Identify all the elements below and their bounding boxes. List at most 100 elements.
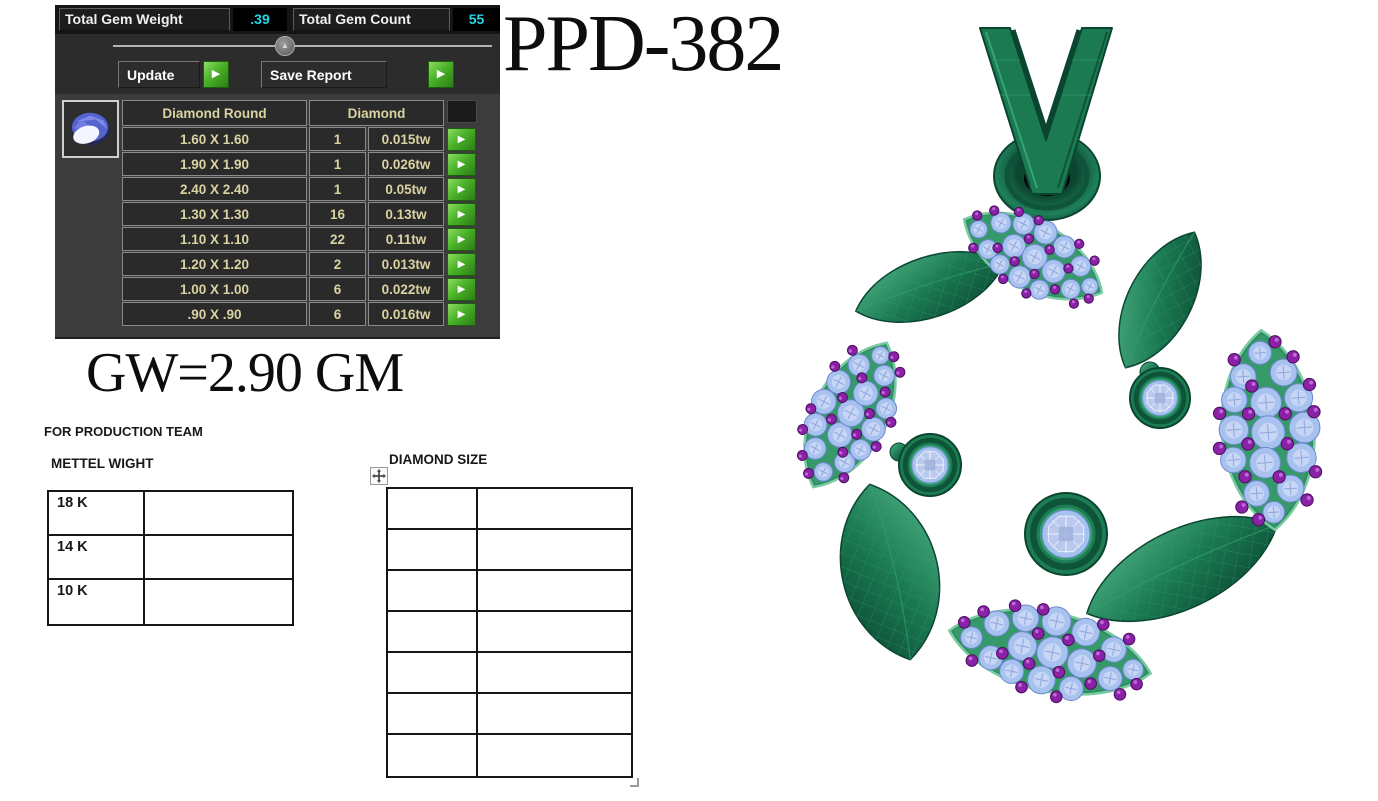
move-arrows-icon — [372, 469, 386, 483]
metal-weight-value-cell — [145, 492, 292, 534]
metal-weight-row: 18 K — [49, 492, 292, 536]
gem-count-cell: 1 — [309, 127, 366, 151]
chevron-up-icon: ▲ — [281, 41, 289, 50]
pendant-pave-leaf — [796, 341, 906, 489]
save-report-run-button[interactable]: ▶ — [428, 61, 454, 88]
gem-table-row: 1.10 X 1.10 22 0.11tw ▶ — [122, 227, 477, 252]
col-header-diamond-round: Diamond Round — [122, 100, 307, 126]
metal-weight-row: 10 K — [49, 580, 292, 624]
gem-count-cell: 1 — [309, 177, 366, 201]
gem-count-cell: 6 — [309, 302, 366, 326]
gem-weight-cell: 0.022tw — [368, 277, 444, 301]
panel-button-row: Update ▶ Save Report ▶ — [55, 58, 500, 94]
pendant-pave-leaf — [1212, 328, 1323, 532]
gem-size-cell: 1.90 X 1.90 — [122, 152, 307, 176]
total-gem-count-label: Total Gem Count — [293, 8, 450, 31]
gem-table-row: 1.60 X 1.60 1 0.015tw ▶ — [122, 127, 477, 152]
gem-row-select-button[interactable]: ▶ — [447, 203, 476, 226]
diamond-size-row — [388, 612, 631, 653]
metal-weight-value-cell — [145, 580, 292, 624]
gem-weight-cell: 0.11tw — [368, 227, 444, 251]
table-move-handle[interactable] — [370, 467, 388, 485]
gem-report-panel: Total Gem Weight .39 Total Gem Count 55 … — [55, 5, 500, 339]
gem-size-cell: 1.20 X 1.20 — [122, 252, 307, 276]
gem-size-cell: 1.00 X 1.00 — [122, 277, 307, 301]
design-number-title: PPD-382 — [503, 0, 784, 88]
col-header-diamond: Diamond — [309, 100, 444, 126]
gem-type-icon[interactable] — [62, 100, 119, 158]
gem-count-cell: 6 — [309, 277, 366, 301]
diamond-size-table — [386, 487, 633, 778]
diamond-size-row — [388, 735, 631, 776]
diamond-qty-cell — [478, 653, 631, 692]
diamond-qty-cell — [478, 571, 631, 610]
gem-table-row: 1.90 X 1.90 1 0.026tw ▶ — [122, 152, 477, 177]
gem-size-cell: 2.40 X 2.40 — [122, 177, 307, 201]
diamond-size-row — [388, 694, 631, 735]
gross-weight-text: GW=2.90 GM — [86, 342, 404, 404]
round-diamond-icon — [71, 112, 110, 146]
diamond-size-cell — [388, 612, 478, 651]
play-icon: ▶ — [436, 68, 446, 80]
gem-table: Diamond Round Diamond 1.60 X 1.60 1 0.015t… — [122, 100, 477, 327]
diamond-size-row — [388, 530, 631, 571]
gem-row-select-button[interactable]: ▶ — [447, 178, 476, 201]
table-resize-handle[interactable] — [630, 778, 639, 787]
gem-count-cell: 1 — [309, 152, 366, 176]
production-team-heading: FOR PRODUCTION TEAM — [44, 424, 203, 439]
gem-weight-cell: 0.05tw — [368, 177, 444, 201]
pendant-pave-leaf — [947, 599, 1153, 704]
diamond-size-cell — [388, 653, 478, 692]
gem-row-select-button[interactable]: ▶ — [447, 253, 476, 276]
gem-table-header: Diamond Round Diamond — [122, 100, 477, 127]
update-button[interactable]: Update — [118, 61, 200, 88]
diamond-qty-cell — [478, 612, 631, 651]
diamond-size-row — [388, 571, 631, 612]
diamond-size-cell — [388, 694, 478, 733]
total-gem-weight-value: .39 — [233, 8, 287, 31]
gem-table-row: 1.20 X 1.20 2 0.013tw ▶ — [122, 252, 477, 277]
play-icon: ▶ — [211, 68, 221, 80]
metal-karat-label: 18 K — [49, 492, 145, 534]
gem-row-select-button[interactable]: ▶ — [447, 228, 476, 251]
save-report-button[interactable]: Save Report — [261, 61, 387, 88]
gem-weight-cell: 0.013tw — [368, 252, 444, 276]
gem-count-cell: 22 — [309, 227, 366, 251]
gem-row-select-button[interactable]: ▶ — [447, 153, 476, 176]
diamond-qty-cell — [478, 530, 631, 569]
gem-size-cell: 1.30 X 1.30 — [122, 202, 307, 226]
diamond-size-row — [388, 489, 631, 530]
gem-row-select-button[interactable]: ▶ — [447, 278, 476, 301]
diamond-qty-cell — [478, 735, 631, 776]
metal-weight-value-cell — [145, 536, 292, 578]
update-run-button[interactable]: ▶ — [203, 61, 229, 88]
gem-weight-cell: 0.016tw — [368, 302, 444, 326]
gem-table-row: 2.40 X 2.40 1 0.05tw ▶ — [122, 177, 477, 202]
total-gem-weight-label: Total Gem Weight — [59, 8, 230, 31]
diamond-size-cell — [388, 489, 478, 528]
gem-table-row: 1.30 X 1.30 16 0.13tw ▶ — [122, 202, 477, 227]
diamond-size-cell — [388, 530, 478, 569]
total-gem-count-value: 55 — [453, 8, 500, 31]
panel-splitter[interactable]: ▲ — [55, 34, 500, 58]
gem-weight-cell: 0.13tw — [368, 202, 444, 226]
gem-size-cell: 1.60 X 1.60 — [122, 127, 307, 151]
button-column-header — [447, 100, 477, 123]
gem-row-select-button[interactable]: ▶ — [447, 128, 476, 151]
diamond-qty-cell — [478, 694, 631, 733]
diamond-size-heading: DIAMOND SIZE — [389, 452, 488, 467]
gem-size-cell: .90 X .90 — [122, 302, 307, 326]
gem-count-cell: 2 — [309, 252, 366, 276]
metal-weight-heading: METTEL WIGHT — [51, 456, 154, 471]
pendant-pave-leaf — [962, 205, 1104, 309]
splitter-knob[interactable]: ▲ — [275, 36, 295, 56]
diamond-qty-cell — [478, 489, 631, 528]
splitter-line — [113, 45, 492, 47]
gem-row-select-button[interactable]: ▶ — [447, 303, 476, 326]
gem-size-cell: 1.10 X 1.10 — [122, 227, 307, 251]
pendant-leaf — [1118, 231, 1202, 369]
gem-weight-cell: 0.026tw — [368, 152, 444, 176]
pendant-bezel-gem — [898, 433, 962, 497]
pendant-bezel-gem — [1024, 492, 1108, 576]
diamond-size-row — [388, 653, 631, 694]
